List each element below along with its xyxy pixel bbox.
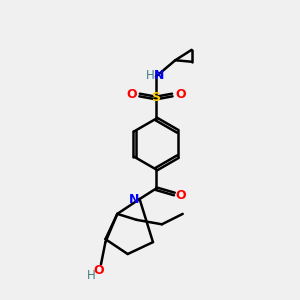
Text: H: H [87, 269, 96, 282]
Text: O: O [175, 88, 186, 101]
Text: O: O [93, 265, 104, 278]
Text: H: H [146, 69, 155, 82]
Text: N: N [129, 193, 140, 206]
Text: O: O [126, 88, 137, 101]
Text: O: O [176, 189, 186, 202]
Text: S: S [152, 92, 160, 104]
Text: N: N [154, 69, 165, 82]
